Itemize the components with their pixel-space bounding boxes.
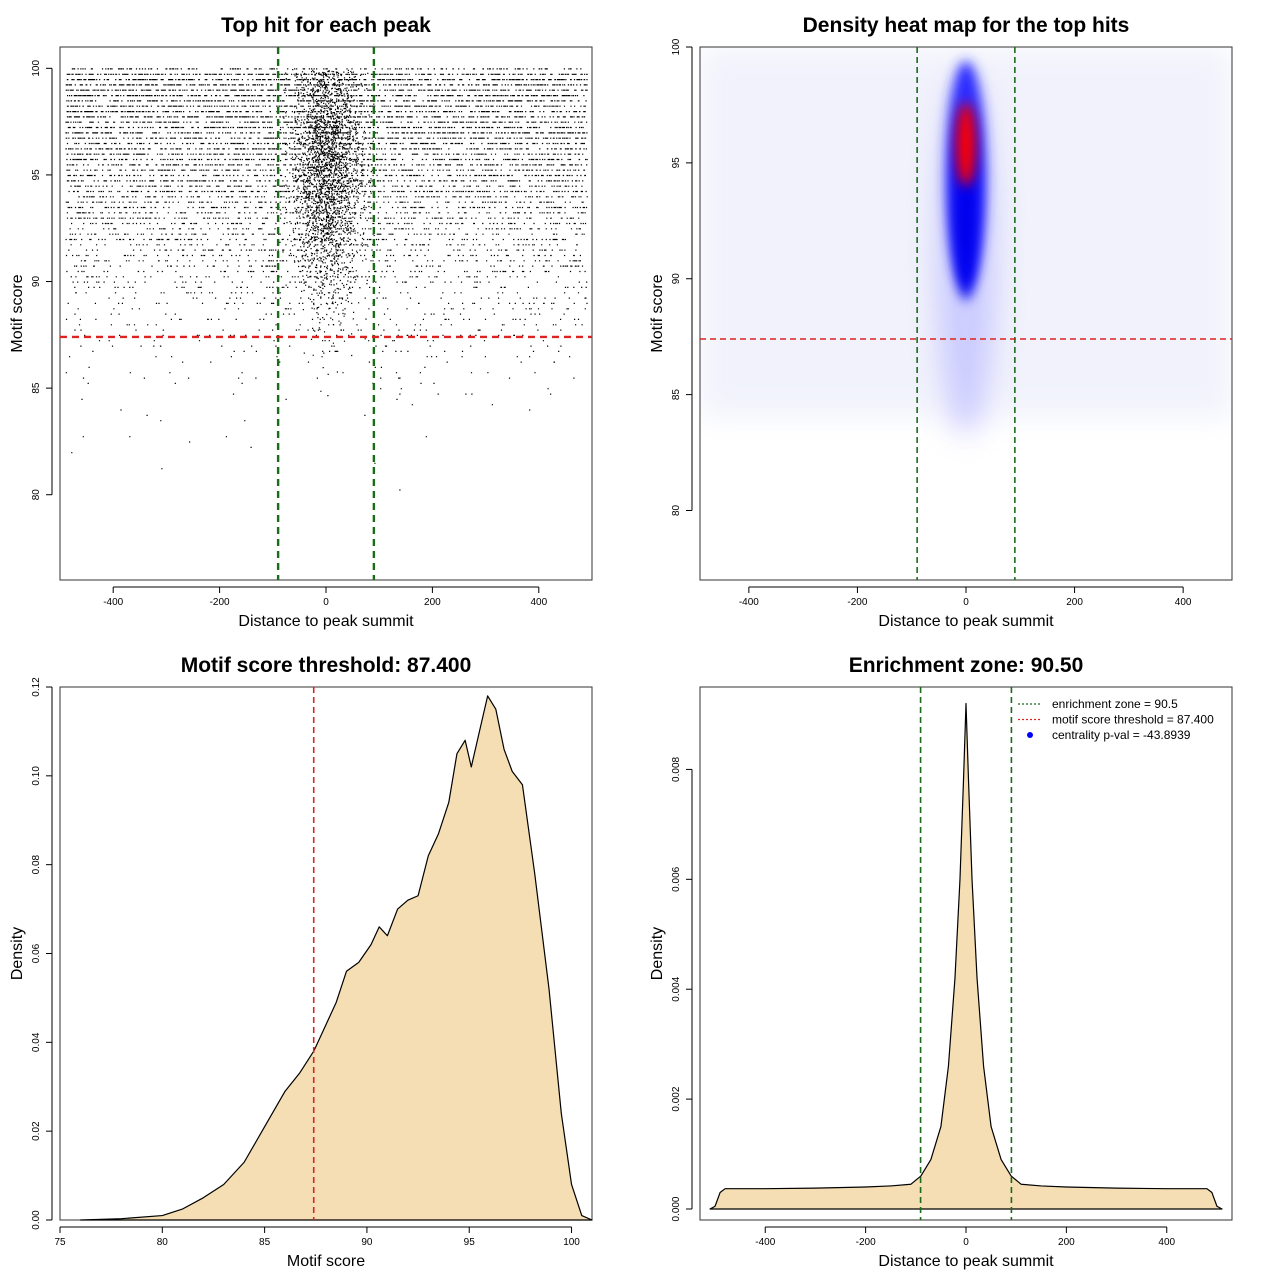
y-tick-label: 95 [31, 169, 42, 181]
density-area [709, 702, 1223, 1210]
y-axis: 80 85 90 95 100 [31, 60, 53, 501]
x-tick-label: 75 [54, 1237, 66, 1248]
y-axis: 0.00 0.02 0.04 0.06 0.08 0.10 0.12 [31, 677, 53, 1230]
density-area [79, 695, 593, 1221]
x-tick-label: 400 [1158, 1237, 1175, 1248]
heatmap-density [700, 47, 1232, 436]
y-tick-label: 0.04 [31, 1032, 42, 1052]
x-tick-label: 100 [563, 1237, 580, 1248]
plot-frame [699, 46, 1233, 581]
x-tick-label: -200 [210, 597, 230, 608]
x-tick-label: 95 [464, 1237, 476, 1248]
x-axis-label: Distance to peak summit [238, 613, 414, 630]
y-tick-label: 0.12 [31, 677, 42, 697]
x-tick-label: 85 [259, 1237, 271, 1248]
chart-title: Density heat map for the top hits [803, 14, 1130, 37]
y-axis-label: Motif score [9, 274, 26, 352]
heatmap-hotspot [956, 102, 976, 187]
y-tick-label: 0.008 [671, 756, 682, 781]
x-tick-label: 200 [1058, 1237, 1075, 1248]
y-axis: 0.000 0.002 0.004 0.006 0.008 [671, 756, 693, 1222]
score-density-panel: Motif score threshold: 87.400 Motif score… [9, 654, 593, 1270]
y-tick-label: 0.06 [31, 943, 42, 963]
y-tick-label: 0.08 [31, 854, 42, 874]
x-tick-label: 200 [424, 597, 441, 608]
plot-frame [59, 46, 593, 581]
x-tick-label: 0 [963, 597, 969, 608]
y-axis-label: Density [9, 927, 26, 980]
y-tick-label: 95 [671, 157, 682, 169]
x-tick-label: -200 [856, 1237, 876, 1248]
plot-frame [699, 686, 1233, 1221]
x-tick-label: -400 [739, 597, 759, 608]
y-tick-label: 0.00 [31, 1210, 42, 1230]
y-axis-label: Density [649, 927, 666, 980]
heatmap-panel: Density heat map for the top hits Distanc… [649, 14, 1233, 630]
y-tick-label: 0.004 [671, 976, 682, 1001]
x-tick-label: 400 [1175, 597, 1192, 608]
y-tick-label: 0.006 [671, 866, 682, 891]
y-tick-label: 85 [671, 389, 682, 401]
x-tick-label: -200 [847, 597, 867, 608]
x-axis-label: Distance to peak summit [878, 1253, 1054, 1270]
chart-title: Top hit for each peak [221, 14, 431, 37]
x-tick-label: 400 [530, 597, 547, 608]
x-axis-label: Distance to peak summit [878, 613, 1054, 630]
x-tick-label: 0 [963, 1237, 969, 1248]
x-axis: -400 -200 0 200 400 [103, 586, 548, 608]
x-axis: -400 -200 0 200 400 [755, 1226, 1176, 1248]
legend-label: centrality p-val = -43.8939 [1052, 728, 1191, 742]
scatter-point [65, 68, 588, 491]
legend-dot-swatch [1027, 732, 1033, 738]
x-axis-label: Motif score [287, 1253, 365, 1270]
x-tick-label: -400 [103, 597, 123, 608]
y-axis-label: Motif score [649, 274, 666, 352]
y-tick-label: 80 [671, 504, 682, 516]
y-tick-label: 80 [31, 489, 42, 501]
scatter-panel: Top hit for each peak Distance to peak su… [9, 14, 593, 630]
x-tick-label: -400 [755, 1237, 775, 1248]
x-tick-label: 90 [361, 1237, 373, 1248]
y-tick-label: 0.002 [671, 1086, 682, 1111]
x-tick-label: 0 [323, 597, 329, 608]
y-axis: 80 85 90 95 100 [671, 38, 693, 516]
y-tick-label: 100 [671, 38, 682, 55]
scatter-points [65, 68, 588, 491]
y-tick-label: 85 [31, 382, 42, 394]
chart-title: Motif score threshold: 87.400 [181, 654, 472, 677]
y-tick-label: 0.000 [671, 1196, 682, 1221]
enrichment-panel: Enrichment zone: 90.50 Distance to peak s… [649, 654, 1233, 1270]
y-tick-label: 90 [671, 273, 682, 285]
y-tick-label: 100 [31, 60, 42, 77]
chart-title: Enrichment zone: 90.50 [849, 654, 1084, 677]
x-tick-label: 80 [157, 1237, 169, 1248]
legend-label: motif score threshold = 87.400 [1052, 713, 1214, 727]
legend: enrichment zone = 90.5 motif score thresh… [1018, 697, 1214, 742]
y-tick-label: 90 [31, 276, 42, 288]
x-tick-label: 200 [1066, 597, 1083, 608]
x-axis: 75 80 85 90 95 100 [54, 1226, 580, 1248]
y-tick-label: 0.10 [31, 766, 42, 786]
y-tick-label: 0.02 [31, 1121, 42, 1141]
x-axis: -400 -200 0 200 400 [739, 586, 1192, 608]
legend-label: enrichment zone = 90.5 [1052, 697, 1178, 711]
